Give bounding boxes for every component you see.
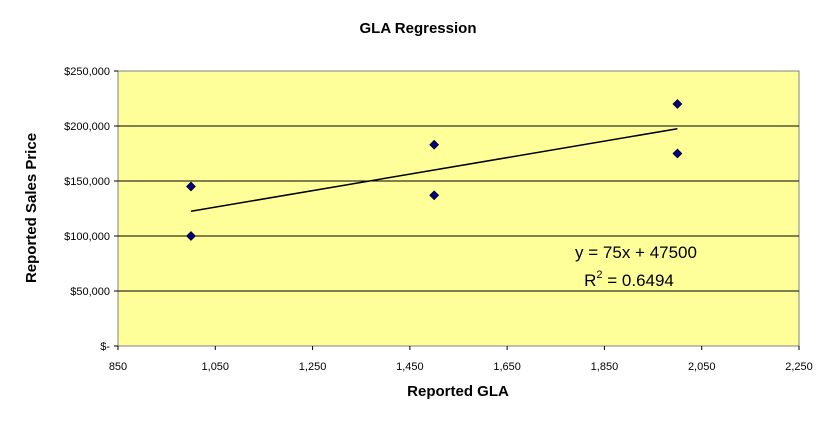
y-tick-label: $250,000 bbox=[64, 66, 110, 78]
data-points bbox=[186, 99, 683, 241]
data-point bbox=[186, 231, 196, 241]
x-axis-label: Reported GLA bbox=[407, 383, 509, 400]
data-point bbox=[429, 139, 440, 150]
y-tick-label: $- bbox=[100, 341, 110, 353]
data-point bbox=[186, 181, 196, 192]
y-tick-label: $50,000 bbox=[70, 286, 110, 298]
x-tick-label: 1,050 bbox=[202, 361, 230, 373]
y-tick-label: $100,000 bbox=[64, 231, 110, 243]
y-tick-label: $200,000 bbox=[64, 121, 110, 133]
trendline bbox=[190, 128, 678, 212]
r-squared-label: R2 = 0.6494 bbox=[584, 269, 674, 290]
x-axis-ticks: 850 1,050 1,250 1,450 1,650 1,850 2,050 2,250 bbox=[109, 346, 813, 373]
y-axis-label: Reported Sales Price bbox=[23, 133, 40, 283]
x-tick-label: 1,650 bbox=[493, 361, 521, 373]
x-tick-label: 2,050 bbox=[688, 361, 716, 373]
y-axis-ticks: $- $50,000 $100,000 $150,000 $200,000 $250,00… bbox=[64, 66, 118, 353]
x-tick-label: 1,850 bbox=[591, 361, 619, 373]
data-point bbox=[672, 148, 683, 159]
trendline-equation: y = 75x + 47500 bbox=[575, 243, 697, 262]
y-tick-label: $150,000 bbox=[64, 176, 110, 188]
x-tick-label: 1,250 bbox=[299, 361, 327, 373]
gridlines bbox=[118, 125, 799, 292]
data-point bbox=[672, 99, 683, 109]
x-tick-label: 1,450 bbox=[396, 361, 424, 373]
x-tick-label: 2,250 bbox=[785, 361, 813, 373]
plot-area bbox=[117, 70, 800, 347]
chart-title: GLA Regression bbox=[360, 20, 477, 37]
x-tick-label: 850 bbox=[109, 361, 127, 373]
data-point bbox=[429, 190, 440, 201]
